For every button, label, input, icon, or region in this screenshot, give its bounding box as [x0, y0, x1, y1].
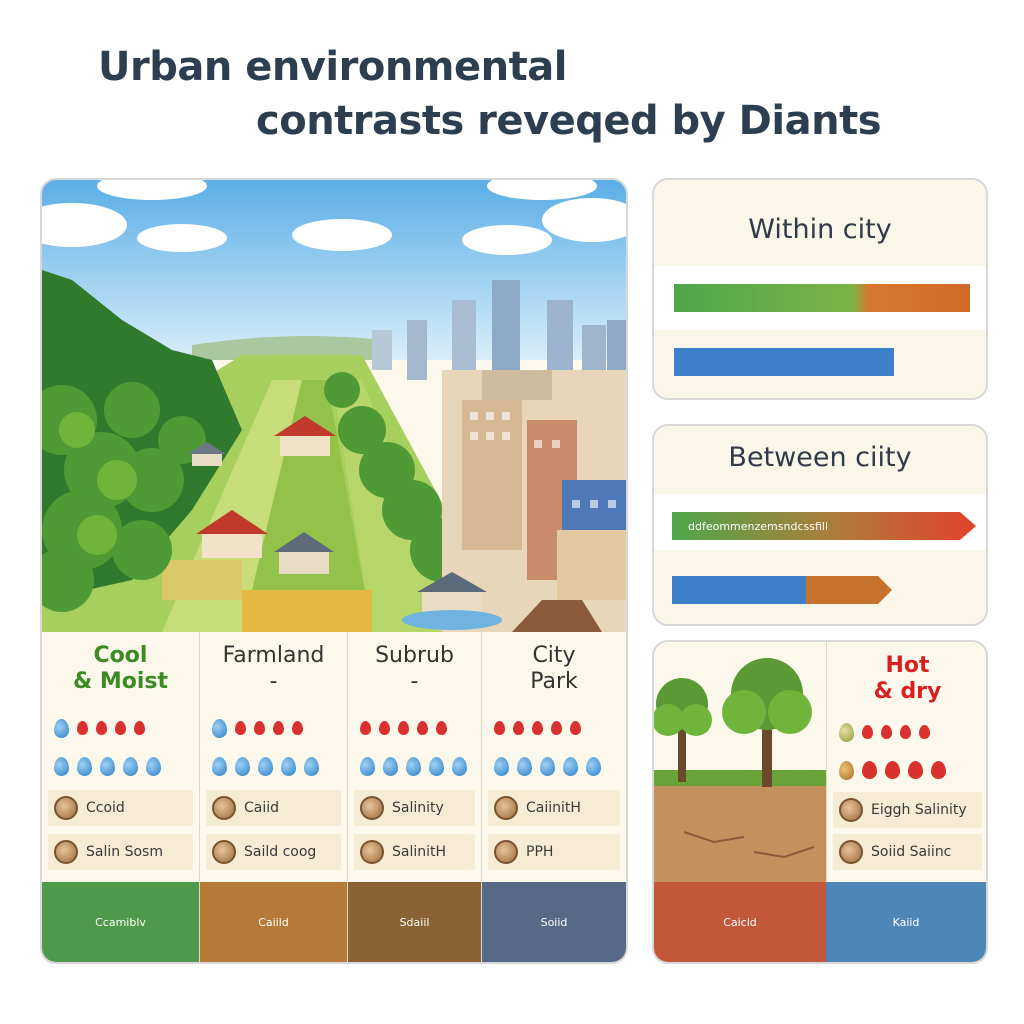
hot-dry-heading: Hot & dry — [873, 653, 942, 704]
moisture-row — [354, 748, 475, 784]
water-drop-icon — [54, 756, 69, 776]
temperature-row — [48, 710, 193, 746]
column-heading: Cool & Moist — [72, 643, 168, 694]
soil-icon — [494, 796, 518, 820]
temperature-row — [354, 710, 475, 746]
soil-icon — [212, 796, 236, 820]
arrow-bar-text: ddfeommenzemsndcssfill — [688, 520, 828, 533]
temperature-row — [206, 710, 341, 746]
dry-trees-illustration — [654, 642, 826, 882]
between-city-title: Between ciity — [728, 442, 912, 473]
soil-row-2: PPH — [488, 834, 620, 870]
column-heading: Farmland - — [222, 643, 325, 694]
soil-icon — [212, 840, 236, 864]
moisture-row — [833, 752, 982, 788]
between-city-panel: Between ciity ddfeommenzemsndcssfill — [652, 424, 988, 626]
soil-strip-dark-brown: Sdaiil — [348, 882, 481, 962]
moisture-row — [48, 748, 193, 784]
between-city-arrow-bar: ddfeommenzemsndcssfill — [672, 512, 976, 540]
column-heading: City Park — [530, 643, 578, 694]
temperature-row — [488, 710, 620, 746]
column-farmland: Farmland - Caiid Saild coog Caiild — [200, 632, 348, 962]
within-city-bar-green-orange — [674, 284, 970, 312]
leaf-icon — [839, 722, 854, 742]
water-drop-icon — [212, 718, 227, 738]
soil-icon — [54, 840, 78, 864]
soil-row-2: Soiid Saiinc — [833, 834, 982, 870]
soil-row-2: SalinitH — [354, 834, 475, 870]
between-city-arrow-bar-blue-orange — [672, 576, 892, 604]
soil-strip-red: Caicld — [654, 882, 826, 962]
within-city-bar-blue — [674, 348, 894, 376]
column-heading: Subrub - — [375, 643, 454, 694]
column-city-park: City Park CaiinitH PPH Soiid — [482, 632, 626, 962]
soil-icon — [54, 796, 78, 820]
column-cool-moist: Cool & Moist Ccoid Salin Sosm Ccamiblv — [42, 632, 200, 962]
title-line-2: contrasts reveqed by Diants — [256, 98, 882, 144]
title-line-1: Urban environmental — [98, 44, 567, 90]
soil-icon — [494, 840, 518, 864]
soil-row-2: Saild coog — [206, 834, 341, 870]
water-drop-icon — [54, 718, 69, 738]
soil-strip-green: Ccamiblv — [42, 882, 199, 962]
soil-row-1: Salinity — [354, 790, 475, 826]
soil-icon — [839, 840, 863, 864]
urban-rural-landscape-illustration — [42, 180, 626, 632]
moisture-row — [206, 748, 341, 784]
within-city-panel: Within city — [652, 178, 988, 400]
hot-dry-column: Hot & dry Eiggh Salinity Soiid Saiinc — [826, 642, 986, 882]
soil-row-2: Salin Sosm — [48, 834, 193, 870]
soil-strip-blue-grey: Soiid — [482, 882, 626, 962]
soil-row-1: Ccoid — [48, 790, 193, 826]
soil-icon — [360, 840, 384, 864]
landscape-panel: Cool & Moist Ccoid Salin Sosm Ccamiblv Fa… — [40, 178, 628, 964]
soil-icon — [839, 798, 863, 822]
soil-strip-blue: Kaiid — [826, 882, 986, 962]
temperature-row — [833, 714, 982, 750]
soil-strip-brown: Caiild — [200, 882, 347, 962]
column-suburb: Subrub - Salinity SalinitH Sdaiil — [348, 632, 482, 962]
soil-row-1: Eiggh Salinity — [833, 792, 982, 828]
soil-row-1: CaiinitH — [488, 790, 620, 826]
hot-dry-panel: Hot & dry Eiggh Salinity Soiid Saiinc Cai… — [652, 640, 988, 964]
soil-row-1: Caiid — [206, 790, 341, 826]
dry-plant-icon — [839, 760, 854, 780]
moisture-row — [488, 748, 620, 784]
soil-icon — [360, 796, 384, 820]
within-city-title: Within city — [748, 214, 892, 245]
